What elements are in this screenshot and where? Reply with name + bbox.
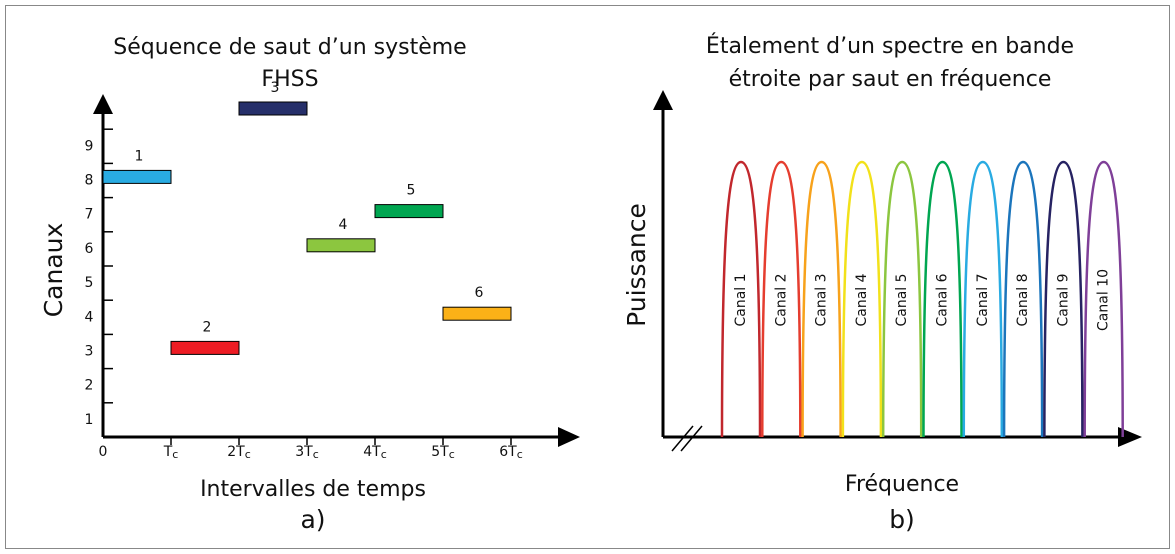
title: Étalement d’un spectre en bande bbox=[706, 33, 1074, 59]
hop-label: 3 bbox=[271, 80, 280, 96]
hop-label: 4 bbox=[339, 217, 348, 233]
hop-label: 5 bbox=[407, 183, 416, 199]
channel-label: Canal 4 bbox=[854, 273, 870, 326]
tick-main: 3T bbox=[295, 444, 313, 460]
spectrum-lobe bbox=[922, 160, 963, 438]
channel-label: Canal 3 bbox=[814, 273, 830, 326]
y-tick-label: 9 bbox=[85, 138, 94, 154]
x-label: Intervalles de temps bbox=[200, 477, 426, 502]
spectrum-lobe bbox=[1043, 160, 1084, 438]
spectrum-lobe bbox=[801, 160, 842, 438]
hop-label: 6 bbox=[475, 285, 484, 301]
tick-sub: c bbox=[172, 448, 178, 461]
tick-sub: c bbox=[245, 448, 251, 461]
hop-bar bbox=[102, 169, 172, 184]
tick-sub: c bbox=[381, 448, 387, 461]
caption: a) bbox=[300, 505, 325, 534]
x-tick-label: 3Tc bbox=[295, 444, 319, 461]
hop-label: 2 bbox=[203, 319, 212, 335]
tick-main: 2T bbox=[227, 444, 245, 460]
spectrum-lobe bbox=[881, 160, 923, 438]
x-tick-label: 0 bbox=[99, 444, 108, 460]
arrow bbox=[653, 90, 673, 110]
channel-label: Canal 5 bbox=[894, 273, 910, 326]
x-label: Fréquence bbox=[845, 472, 959, 497]
hop-bar bbox=[374, 204, 444, 219]
spectrum-lobe bbox=[720, 160, 762, 438]
title: étroite par saut en fréquence bbox=[729, 67, 1052, 92]
y-tick-label: 8 bbox=[85, 173, 94, 189]
hop-bar bbox=[306, 238, 376, 253]
hop-bar bbox=[238, 101, 308, 116]
tick-main: 6T bbox=[499, 444, 517, 460]
spectrum-lobe bbox=[1002, 160, 1044, 438]
y-label: Puissance bbox=[622, 203, 651, 327]
y-tick-label: 6 bbox=[85, 241, 94, 257]
x-tick-label: 6Tc bbox=[499, 444, 523, 461]
axes-a bbox=[101, 112, 560, 439]
x-tick-label: 5Tc bbox=[431, 444, 455, 461]
channel-label: Canal 7 bbox=[975, 273, 991, 326]
spectrum-lobe bbox=[962, 160, 1004, 438]
spectrum-lobe bbox=[1083, 160, 1124, 438]
caption: b) bbox=[889, 505, 915, 534]
tick-sub: c bbox=[517, 448, 523, 461]
y-tick-label: 7 bbox=[85, 207, 94, 223]
y-tick-label: 4 bbox=[85, 309, 94, 325]
y-tick-label: 2 bbox=[85, 378, 94, 394]
channel-label: Canal 10 bbox=[1096, 269, 1112, 331]
spectrum-lobe bbox=[841, 160, 883, 438]
x-tick-label: 4Tc bbox=[363, 444, 387, 461]
y-tick-label: 1 bbox=[85, 412, 94, 428]
y-label: Canaux bbox=[39, 223, 68, 318]
channel-label: Canal 6 bbox=[935, 273, 951, 326]
tick-main: 5T bbox=[431, 444, 449, 460]
title: FHSS bbox=[261, 67, 318, 92]
tick-sub: c bbox=[313, 448, 319, 461]
channel-label: Canal 1 bbox=[733, 273, 749, 326]
y-tick-label: 5 bbox=[85, 275, 94, 291]
title: Séquence de saut d’un système bbox=[113, 35, 466, 60]
tick-main: 0 bbox=[99, 444, 108, 460]
tick-sub: c bbox=[449, 448, 455, 461]
y-tick-label: 3 bbox=[85, 344, 94, 360]
arrow bbox=[93, 94, 113, 114]
channel-label: Canal 2 bbox=[773, 273, 789, 326]
x-tick-label: Tc bbox=[163, 444, 179, 461]
hop-bar bbox=[170, 340, 240, 355]
channel-label: Canal 9 bbox=[1055, 273, 1071, 326]
tick-main: T bbox=[163, 444, 173, 460]
arrow bbox=[558, 427, 580, 447]
tick-main: 4T bbox=[363, 444, 381, 460]
arrow bbox=[1118, 427, 1142, 447]
spectrum-lobe bbox=[761, 160, 802, 438]
frame bbox=[5, 5, 1170, 549]
hop-label: 1 bbox=[135, 148, 144, 164]
x-tick-label: 2Tc bbox=[227, 444, 251, 461]
channel-label: Canal 8 bbox=[1015, 273, 1031, 326]
hop-bar bbox=[442, 306, 512, 321]
